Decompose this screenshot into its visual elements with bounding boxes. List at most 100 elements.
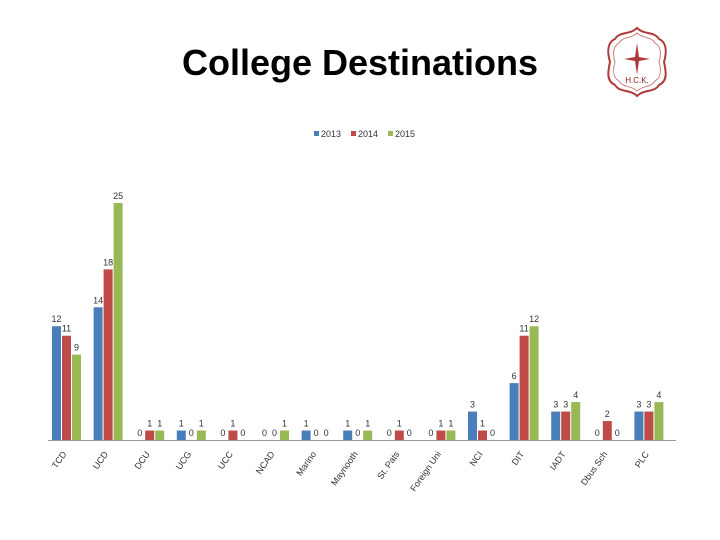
data-label: 1 (230, 419, 235, 429)
bar-foreign-uni-2014 (436, 430, 446, 440)
bar-ucd-2014 (103, 269, 113, 440)
x-tick-label: NCAD (254, 449, 277, 476)
data-label: 1 (345, 419, 350, 429)
bar-tcd-2014 (62, 335, 71, 440)
data-label: 0 (387, 428, 392, 438)
data-label: 6 (512, 371, 517, 381)
data-label: 14 (93, 295, 103, 305)
chart-legend: 2013 2014 2015 (314, 129, 415, 139)
legend-swatch-2014 (351, 131, 356, 136)
school-crest-icon: H.C.K. (607, 26, 667, 98)
data-label: 0 (490, 428, 495, 438)
x-tick-label: DIT (510, 449, 527, 467)
data-label: 0 (137, 428, 142, 438)
bar-st-pats-2014 (394, 430, 404, 440)
data-label: 0 (262, 428, 267, 438)
bar-ucd-2013 (93, 307, 103, 440)
data-label: 0 (407, 428, 412, 438)
x-tick-label: Marino (294, 449, 318, 477)
data-label: 1 (157, 419, 162, 429)
crest-inner (613, 32, 661, 92)
bar-maynooth-2015 (363, 430, 373, 440)
data-label: 11 (519, 324, 528, 334)
bar-nci-2013 (468, 411, 477, 440)
bar-foreign-uni-2015 (446, 430, 456, 440)
data-label: 3 (470, 400, 475, 410)
data-label: 3 (636, 400, 641, 410)
bar-dit-2013 (509, 383, 519, 440)
data-label: 1 (179, 419, 184, 429)
cross-icon (624, 43, 650, 75)
data-label: 0 (324, 428, 329, 438)
data-label: 0 (189, 428, 194, 438)
data-label: 4 (656, 390, 661, 400)
legend-label-2014: 2014 (358, 129, 378, 139)
x-tick-label: Maynooth (329, 449, 360, 487)
data-label: 1 (199, 419, 204, 429)
x-tick-label: Dbus Sch (579, 449, 610, 487)
bar-marino-2013 (301, 430, 311, 440)
bar-tcd-2015 (72, 354, 81, 440)
bar-iadt-2013 (551, 411, 561, 440)
data-label: 11 (62, 324, 71, 334)
data-label: 0 (272, 428, 277, 438)
data-label: 0 (615, 428, 620, 438)
x-tick-label: St. Pats (375, 449, 402, 481)
data-label: 0 (220, 428, 225, 438)
bar-ncad-2015 (280, 430, 289, 440)
legend-label-2013: 2013 (321, 129, 341, 139)
data-label: 0 (595, 428, 600, 438)
bar-plc-2015 (654, 402, 664, 440)
data-label: 1 (304, 419, 309, 429)
bar-dcu-2015 (155, 430, 165, 440)
x-tick-label: UCD (91, 449, 111, 471)
bar-ucg-2015 (196, 430, 206, 440)
x-tick-label: DCU (132, 449, 151, 471)
x-tick-label: UCG (174, 449, 194, 471)
bar-maynooth-2013 (343, 430, 353, 440)
data-label: 1 (282, 419, 287, 429)
data-label: 25 (113, 191, 123, 201)
x-tick-label: UCC (216, 449, 236, 471)
bar-dcu-2014 (145, 430, 155, 440)
data-label: 0 (355, 428, 360, 438)
x-tick-label: Foreign Uni (408, 449, 443, 493)
bar-nci-2014 (478, 430, 487, 440)
bars-group (52, 203, 664, 440)
data-label: 1 (365, 419, 370, 429)
bar-dit-2015 (529, 326, 539, 440)
data-label: 0 (428, 428, 433, 438)
data-label: 12 (51, 314, 61, 324)
bar-iadt-2014 (561, 411, 571, 440)
data-label: 12 (529, 314, 539, 324)
data-label: 1 (480, 419, 485, 429)
bar-dit-2014 (519, 335, 529, 440)
bar-dbus-sch-2014 (602, 421, 612, 440)
data-label: 1 (147, 419, 152, 429)
legend-label-2015: 2015 (395, 129, 415, 139)
data-label: 9 (74, 343, 79, 353)
legend-swatch-2013 (314, 131, 319, 136)
bar-plc-2013 (634, 411, 644, 440)
data-label: 1 (438, 419, 443, 429)
data-label: 0 (314, 428, 319, 438)
data-label: 2 (605, 409, 610, 419)
data-label: 1 (448, 419, 453, 429)
data-label: 1 (397, 419, 402, 429)
x-tick-label: IADT (548, 449, 568, 472)
bar-ucg-2013 (176, 430, 186, 440)
x-tick-label: NCI (468, 449, 485, 467)
slide-title: College Destinations (181, 42, 539, 83)
x-tick-label: TCD (50, 449, 69, 470)
legend-swatch-2015 (388, 131, 393, 136)
bar-iadt-2015 (571, 402, 581, 440)
crest-lettering: H.C.K. (625, 76, 649, 85)
data-label: 4 (573, 390, 578, 400)
data-label: 3 (563, 400, 568, 410)
data-label: 18 (103, 257, 113, 267)
crest-outline (607, 26, 667, 98)
data-label: 3 (553, 400, 558, 410)
bar-plc-2014 (644, 411, 654, 440)
